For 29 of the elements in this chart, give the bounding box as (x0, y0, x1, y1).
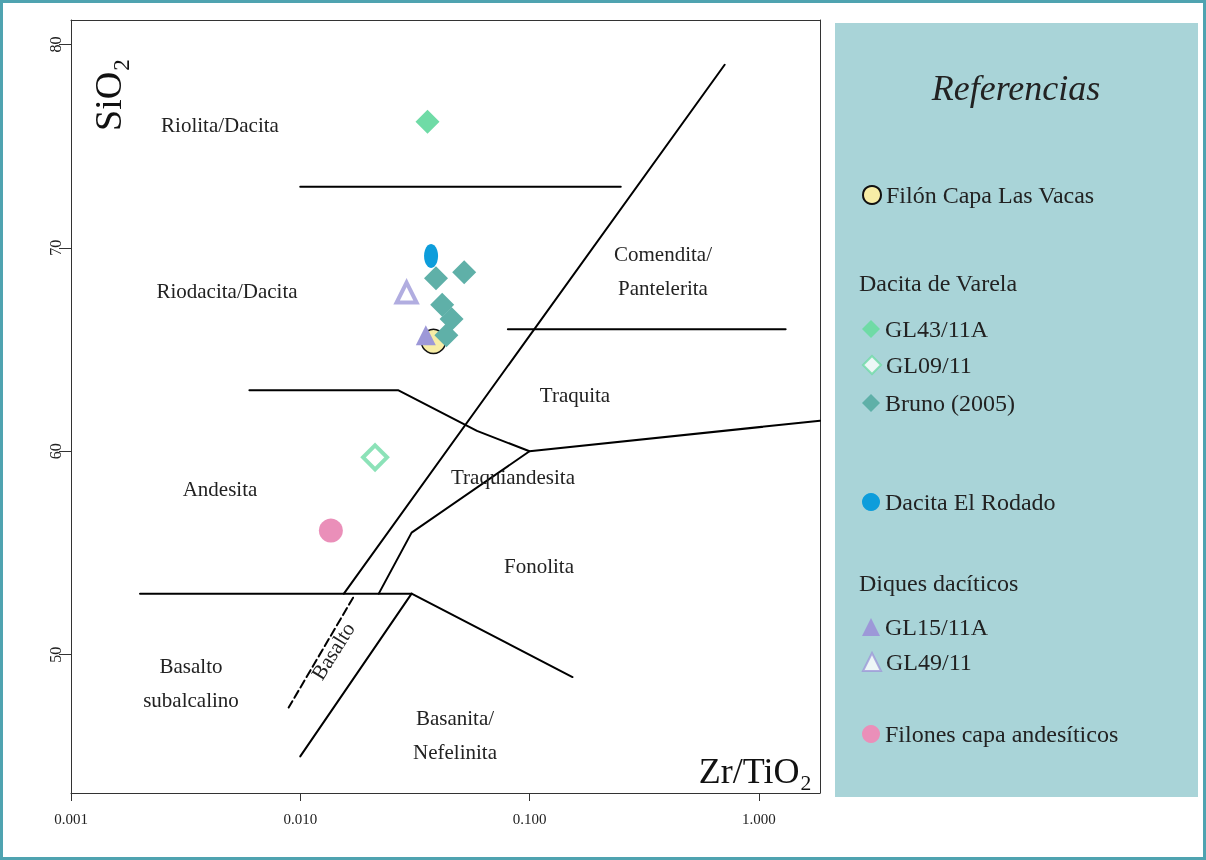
annotation: Riolita/Dacita (161, 113, 280, 137)
annotation: Basalto subalcalino (143, 654, 239, 712)
legend-label: Filones capa andesíticos (885, 721, 1119, 747)
text: Diques dacíticos (859, 570, 1019, 596)
x-axis-title: Zr/TiO₂ (698, 751, 812, 791)
annotation: Fonolita (503, 554, 575, 578)
annotation: Traquita (539, 383, 611, 407)
legend-label: GL49/11 (886, 649, 972, 675)
legend-label: GL43/11A (885, 316, 989, 342)
y-tick-label: 60 (46, 443, 64, 460)
legend-label: Dacita El Rodado (885, 489, 1056, 515)
y-tick-label: 50 (46, 646, 64, 663)
annotation: Comendita/ Pantelerita (614, 242, 713, 300)
x-tick-label: 0.100 (512, 810, 547, 827)
annotation: Basanita/ Nefelinita (413, 706, 498, 764)
annotation: Riodacita/Dacita (156, 279, 299, 303)
text: Dacita de Varela (859, 270, 1018, 296)
y-axis-title: SiO₂ (87, 58, 129, 131)
y-tick-label: 70 (46, 239, 64, 256)
x-tick-label: 0.010 (283, 810, 318, 827)
legend-label: GL15/11A (885, 614, 989, 640)
legend-label: Filón Capa Las Vacas (886, 182, 1095, 208)
annotation: Andesita (182, 477, 258, 501)
legend-label: GL09/11 (886, 352, 972, 378)
legend-label: Bruno (2005) (885, 390, 1015, 416)
x-tick-label: 0.001 (54, 810, 88, 827)
y-tick-label: 80 (46, 36, 64, 53)
x-tick-label: 1.000 (741, 810, 776, 827)
legend-title: Referencias (930, 68, 1101, 108)
